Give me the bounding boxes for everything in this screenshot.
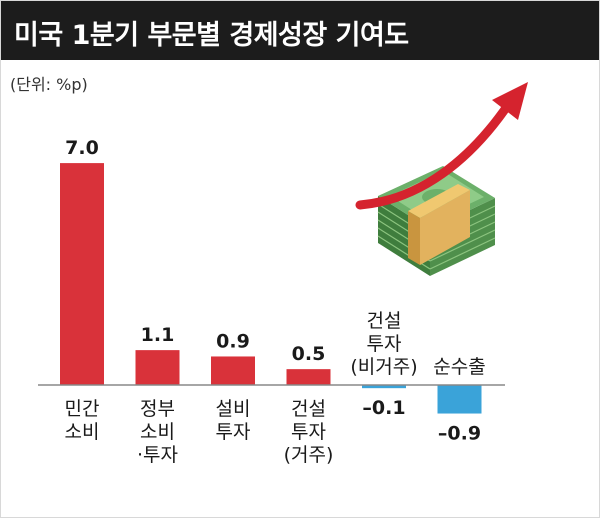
value-label: –0.1 — [362, 397, 405, 419]
unit-label: (단위: %p) — [10, 75, 88, 94]
bar — [211, 356, 255, 385]
category-label: 소비 — [65, 421, 100, 443]
category-label: (거주) — [284, 444, 334, 466]
category-label: 설비 — [216, 398, 251, 420]
category-label: 건설 — [291, 398, 326, 420]
chart-title: 미국 1분기 부문별 경제성장 기여도 — [14, 20, 409, 51]
value-label: 0.9 — [216, 330, 250, 352]
category-label: 투자 — [367, 333, 402, 355]
category-label: 정부 — [140, 398, 175, 420]
category-label: 건설 — [367, 310, 402, 332]
bar — [437, 385, 482, 414]
category-label: 소비 — [140, 421, 175, 443]
category-label: 순수출 — [433, 356, 485, 378]
category-label: 투자 — [216, 421, 251, 443]
value-label: 1.1 — [141, 324, 175, 346]
value-label: 7.0 — [65, 137, 99, 159]
category-label: 투자 — [291, 421, 326, 443]
bar — [362, 385, 406, 389]
title-bar: 미국 1분기 부문별 경제성장 기여도 — [0, 0, 600, 60]
bar — [60, 163, 104, 385]
category-label: ·투자 — [137, 444, 178, 466]
money-stack-growth-arrow-icon — [355, 82, 528, 276]
value-label: 0.5 — [292, 343, 326, 365]
bar — [286, 369, 331, 385]
category-label: 민간 — [65, 398, 100, 420]
category-label: (비거주) — [350, 356, 417, 378]
bar — [135, 350, 180, 385]
value-label: –0.9 — [438, 423, 481, 445]
